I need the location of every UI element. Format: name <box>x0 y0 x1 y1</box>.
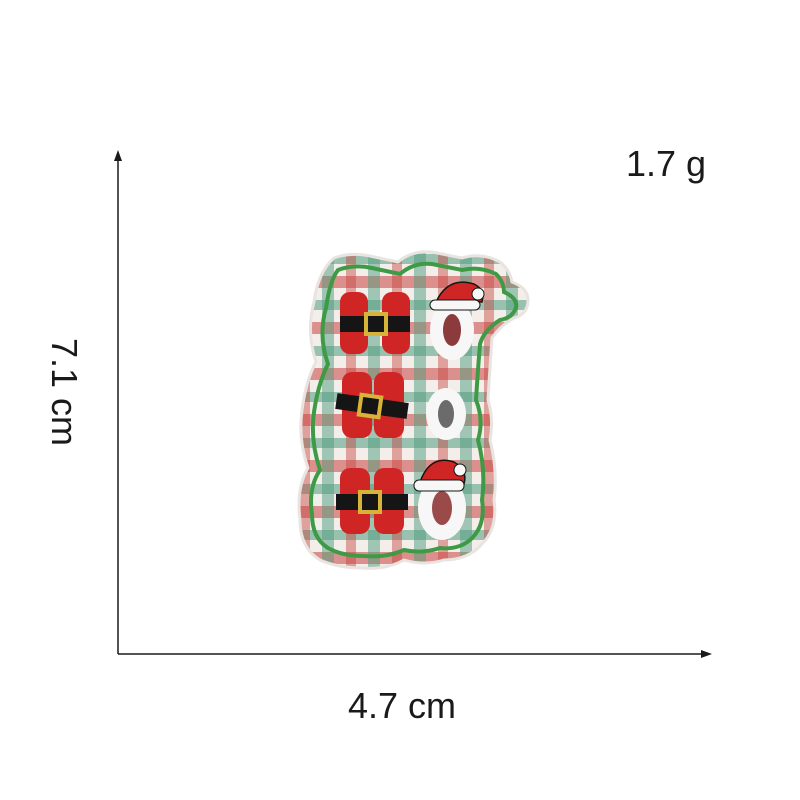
santa-hat-icon <box>413 459 467 492</box>
embroidered-patch <box>297 250 530 570</box>
letter-o-middle <box>426 388 466 440</box>
letter-o-bottom <box>418 476 466 540</box>
horizontal-axis <box>118 650 712 658</box>
up-arrow-icon <box>114 150 122 161</box>
belt-stripe <box>336 494 408 510</box>
buckle-icon <box>356 392 384 420</box>
weight-label: 1.7 g <box>626 143 707 184</box>
belt-stripe <box>340 316 410 332</box>
buckle-icon <box>364 312 388 336</box>
letter-h-bottom <box>336 468 408 534</box>
patch-fabric <box>297 250 530 570</box>
belt-stripe <box>335 393 409 419</box>
vertical-axis <box>114 150 122 654</box>
right-arrow-icon <box>701 650 712 658</box>
letter-o-top <box>430 300 474 360</box>
santa-hat-icon <box>429 281 485 311</box>
buckle-icon <box>358 490 382 514</box>
patch-green-border <box>309 261 519 559</box>
letter-h-middle <box>335 372 409 438</box>
width-label: 4.7 cm <box>348 685 457 726</box>
letter-h-top <box>340 292 410 354</box>
